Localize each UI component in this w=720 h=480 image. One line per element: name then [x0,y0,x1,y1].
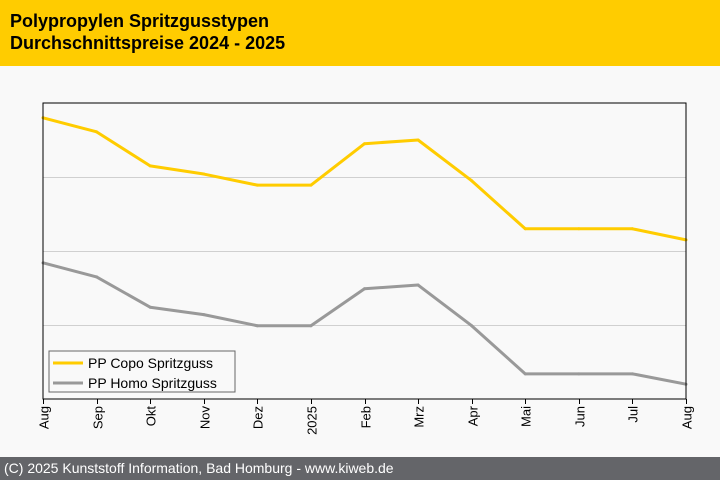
x-tick-label: Aug [680,406,695,429]
data-point [148,164,152,168]
data-point [202,172,206,176]
plot-area-frame [42,102,687,400]
x-tick-label: 2025 [305,406,320,435]
x-tick-label: Okt [144,406,159,427]
data-point [577,227,581,231]
x-tick-label: Nov [198,406,213,430]
data-point [470,179,474,183]
x-tick-label: Apr [466,405,481,426]
data-point [416,138,420,142]
data-point [363,287,366,291]
data-point [577,372,581,376]
x-axis: Aug Sep Okt Nov Dez 2025 Feb Mrz Apr Mai Jun Jul Aug [37,399,695,435]
x-tick-label: Sep [91,406,106,429]
x-tick-label: Jul [626,406,641,423]
x-tick-label: Jun [573,406,588,427]
series-line-pp-copo [42,116,687,242]
data-point [630,227,634,231]
x-tick-label: Feb [359,406,374,428]
data-point [309,183,313,187]
legend: PP Copo Spritzguss PP Homo Spritzguss [48,350,236,393]
data-point [523,372,527,376]
series-lines [41,116,688,386]
data-point [255,183,259,187]
data-point [148,305,152,309]
x-tick-label: Dez [251,406,266,429]
title-line-1: Polypropylen Spritzgusstypen [10,11,270,31]
header-banner: Polypropylen Spritzgusstypen Durchschnit… [0,0,720,66]
data-point [630,372,634,376]
data-point [523,227,527,231]
x-tick-label: Mrz [412,406,427,428]
legend-label-homo: PP Homo Spritzguss [88,375,217,391]
legend-label-copo: PP Copo Spritzguss [88,355,213,371]
footer-bar: (C) 2025 Kunststoff Information, Bad Hom… [0,457,720,480]
chart-title: Polypropylen Spritzgusstypen Durchschnit… [10,10,285,54]
title-line-2: Durchschnittspreise 2024 - 2025 [10,33,286,53]
data-point [202,313,206,317]
gridlines [43,177,686,326]
data-point [416,283,420,287]
line-chart: Aug Sep Okt Nov Dez 2025 Feb Mrz Apr Mai Jun Jul Aug… [37,102,695,435]
legend-box [48,350,236,393]
data-point [95,130,99,134]
data-point [255,324,259,328]
x-tick-label: Mai [519,406,534,427]
x-tick-label: Aug [37,406,52,429]
data-point [309,324,313,328]
data-point [363,142,366,146]
data-point [470,324,474,328]
copyright-text: (C) 2025 Kunststoff Information, Bad Hom… [4,460,394,476]
data-point [95,275,99,279]
